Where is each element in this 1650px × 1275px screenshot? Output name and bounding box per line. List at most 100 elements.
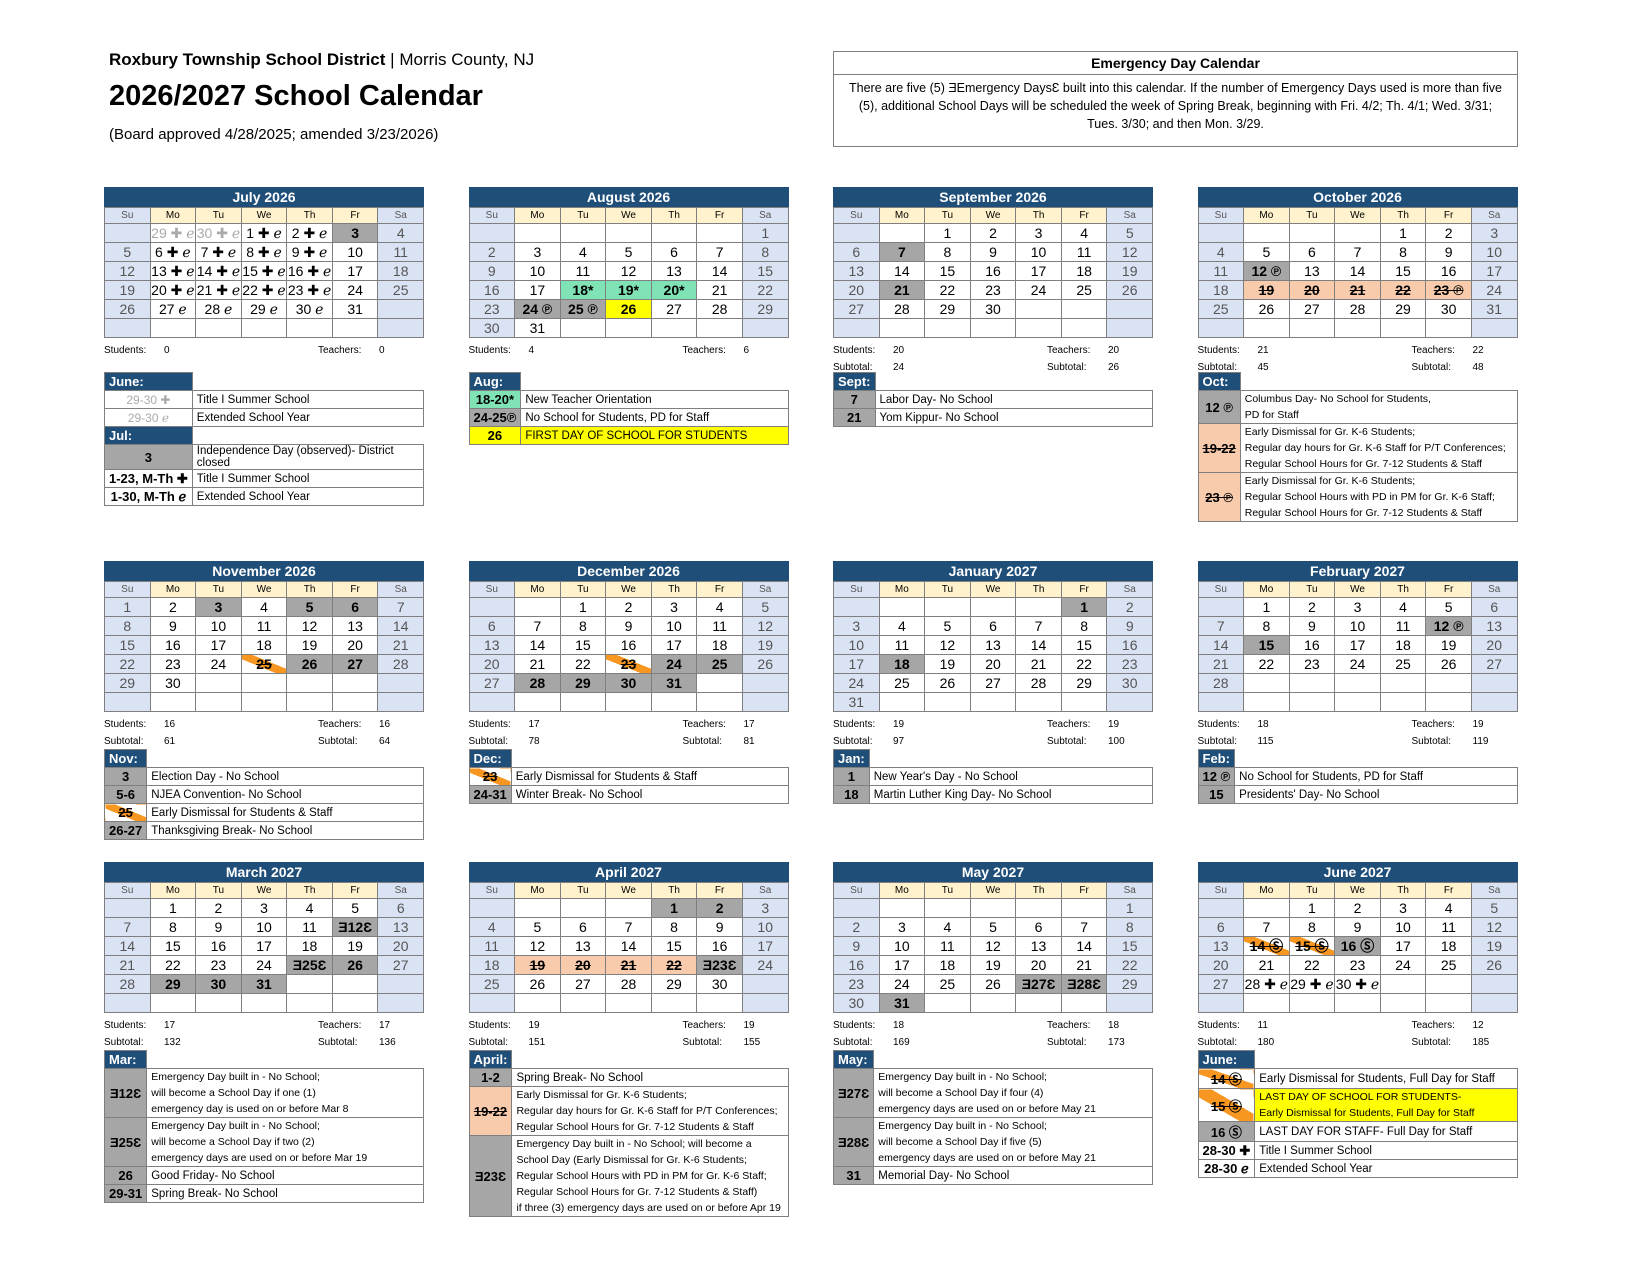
legend-date: 12 ℗ [1197, 390, 1241, 424]
month: January 2027 Su Mo Tu We Th Fr Sa 1 2 3 4 5 6 7 8 9 10 11 1… [833, 561, 1154, 804]
legend-text: Emergency Day built in - No School; will … [146, 1117, 424, 1167]
day-cell [1107, 319, 1153, 338]
weekday: Tu [196, 883, 242, 899]
day-cell [1107, 300, 1153, 319]
day-cell: 14 Ⓢ [1244, 937, 1290, 956]
day-cell: 11 [925, 937, 971, 956]
weekday: Mo [150, 883, 197, 899]
weekday: Fr [332, 582, 379, 598]
day-cell: 24 [651, 655, 698, 674]
weekday: Su [1198, 582, 1245, 598]
day-cell: 10 [1016, 243, 1062, 262]
legend-text: Winter Break- No School [510, 785, 789, 804]
day-cell: 16 [834, 956, 880, 975]
weekday: Sa [378, 883, 424, 899]
day-cell: 28 [697, 300, 743, 319]
day-cell: 18 [1426, 937, 1472, 956]
legend-row: 19-22 Early Dismissal for Gr. K-6 Student… [1197, 423, 1518, 473]
day-cell: 4 [925, 918, 971, 937]
day-cell: 27 [970, 674, 1017, 693]
legend-row: 26-27 Thanksgiving Break- No School [103, 821, 424, 840]
weekday: Tu [196, 582, 242, 598]
stat-label: Teachers: [682, 719, 726, 730]
day-cell: 13 [1016, 937, 1062, 956]
stat-label: Subtotal: [1197, 362, 1237, 373]
day-cell: 21 [1335, 281, 1381, 300]
day-cell [606, 994, 652, 1013]
day-cell: 30 ✚ ℯ [1335, 975, 1381, 994]
legend-line: Extended School Year [196, 490, 310, 503]
day-cell [287, 994, 333, 1013]
day-cell: 24 [1016, 281, 1062, 300]
stat-value: 0 [379, 345, 385, 356]
day-cell: 26 [515, 975, 561, 994]
day-cell: 16 ✚ ℯ [287, 262, 333, 281]
day-cell: 7 [1198, 617, 1245, 636]
legend-line: Labor Day- No School [879, 393, 993, 406]
day-cell: 20 [469, 655, 516, 674]
day-cell: 16 [196, 937, 242, 956]
month-grid: Su Mo Tu We Th Fr Sa 1 2 3 4 5 6 7 8 9 10 11 12 13 14 15 16 17 1… [468, 207, 789, 338]
day-cell: 15 [925, 262, 971, 281]
legend-heading-row: Aug: [468, 372, 788, 391]
stat-label: Students: [833, 719, 876, 730]
legend-text: Title I Summer School [191, 390, 425, 409]
legend-line: will become a School Day if two (2) [151, 1136, 315, 1148]
day-cell: 28 [105, 975, 151, 994]
stat-label: Subtotal: [682, 736, 722, 747]
day-cell: 15 [1380, 262, 1427, 281]
day-cell: 14 [606, 937, 652, 956]
weekday: Th [1380, 208, 1427, 224]
day-cell: 30 [1426, 300, 1472, 319]
day-cell [241, 994, 288, 1013]
day-cell [606, 319, 652, 338]
day-cell [150, 994, 197, 1013]
day-cell [150, 693, 197, 712]
day-cell [287, 674, 333, 693]
legend-row: 15 Ⓢ LAST DAY OF SCHOOL FOR STUDENTS- Earl… [1197, 1088, 1518, 1122]
day-cell [287, 975, 333, 994]
day-cell: 10 [1380, 918, 1427, 937]
legend-date: Ǝ23Ɛ [468, 1135, 513, 1217]
day-cell: 11 [879, 636, 926, 655]
legend-date: 24-31 [468, 785, 512, 804]
day-cell: 4 [1198, 243, 1245, 262]
month-name: May 2027 [833, 862, 1153, 882]
day-cell: 30 [1107, 674, 1153, 693]
day-cell: 22 [1244, 655, 1290, 674]
day-cell: 30 [970, 300, 1017, 319]
day-cell: 12 ℗ [1244, 262, 1290, 281]
day-cell: 24 ℗ [515, 300, 561, 319]
day-cell: 19 [1244, 281, 1290, 300]
weekday: Th [651, 582, 698, 598]
day-cell: 19 [332, 937, 379, 956]
legend-date: 7 [833, 390, 876, 409]
day-cell: 13 [1198, 937, 1245, 956]
day-cell: 17 [742, 937, 789, 956]
legend-text: Extended School Year [191, 408, 425, 427]
month: June 2027 Su Mo Tu We Th Fr Sa 1 2 3 4 5 6 7 8 9 10 11 12 13… [1197, 862, 1518, 1178]
day-cell [651, 319, 698, 338]
legend-date: 12 ℗ [1197, 767, 1236, 786]
day-cell [1061, 300, 1108, 319]
day-cell: 26 [1426, 655, 1472, 674]
day-cell: 25 [879, 674, 926, 693]
day-cell: 4 [697, 598, 743, 617]
legend-line: FIRST DAY OF SCHOOL FOR STUDENTS [525, 429, 748, 442]
stat-value: 20 [893, 345, 905, 356]
legend-table: April: 1-2 Spring Break- No School 19-22 Ear… [468, 1050, 789, 1217]
day-cell: 14 [1198, 636, 1245, 655]
month-grid: Su Mo Tu We Th Fr Sa 1 2 3 4 5 6 7 8 9 10 11 Ǝ12Ɛ 13 14 15 16 1… [104, 882, 424, 1013]
legend-row: 12 ℗ No School for Students, PD for Staff [1197, 767, 1518, 786]
day-cell: 16 [697, 937, 743, 956]
stat-value: 16 [379, 719, 391, 730]
day-cell: 17 [515, 281, 561, 300]
stat-value: 11 [1257, 1020, 1268, 1031]
month-name: January 2027 [833, 561, 1153, 581]
day-cell: 11 [241, 617, 288, 636]
stat-value: 6 [743, 345, 750, 356]
weekday: Mo [1244, 582, 1290, 598]
day-cell: 9 ✚ ℯ [287, 243, 333, 262]
day-cell: 18 [697, 636, 743, 655]
stat-value: 115 [1257, 736, 1274, 747]
